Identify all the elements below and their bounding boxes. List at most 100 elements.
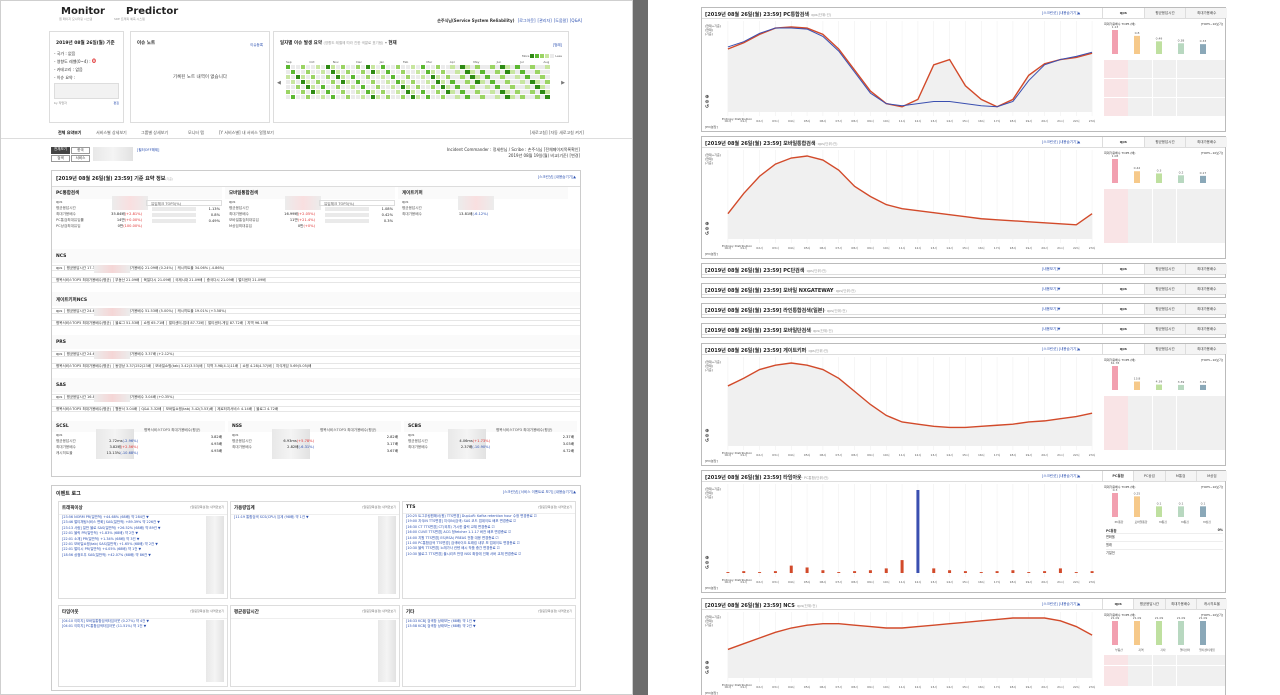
calendar-day[interactable]: [365, 74, 371, 80]
panel-toggle[interactable]: [스크린샷] [내용숨기기]▲: [1042, 11, 1081, 15]
calendar-day[interactable]: [510, 79, 515, 85]
calendar-day[interactable]: [445, 65, 450, 70]
calendar-day[interactable]: [430, 94, 435, 100]
calendar-day[interactable]: [345, 65, 351, 70]
calendar-day[interactable]: [440, 69, 445, 75]
calendar-day[interactable]: [545, 74, 550, 80]
calendar-day[interactable]: [315, 84, 321, 90]
calendar-next-icon[interactable]: ▶: [561, 80, 565, 86]
issue-register-link[interactable]: 이슈등록: [250, 43, 263, 47]
calendar-day[interactable]: [410, 84, 415, 90]
zoom-out-icon[interactable]: ⊖: [705, 99, 710, 105]
calendar-day[interactable]: [540, 79, 545, 85]
calendar-day[interactable]: [305, 94, 311, 100]
calendar-day[interactable]: [485, 65, 490, 70]
calendar-day[interactable]: [510, 84, 515, 90]
calendar-day[interactable]: [290, 89, 296, 95]
event-line[interactable]: [10:30 블로그 TTS변경] 블시리즈 반영 NSS 확장에 인해 서버 …: [406, 551, 522, 556]
calendar-day[interactable]: [350, 89, 356, 95]
calendar-day[interactable]: [425, 65, 430, 70]
calendar-day[interactable]: [505, 74, 510, 80]
calendar-day[interactable]: [495, 84, 500, 90]
panel-title[interactable]: [2019년 08월 26일(월) 23:59] 라인통합검색(일본)· qps…: [705, 307, 847, 314]
calendar-day[interactable]: [430, 74, 435, 80]
calendar-day[interactable]: [510, 65, 515, 70]
calendar-day[interactable]: [420, 74, 425, 80]
calendar-day[interactable]: [535, 94, 540, 100]
calendar-day[interactable]: [530, 94, 535, 100]
calendar-day[interactable]: [385, 74, 391, 80]
calendar-day[interactable]: [370, 89, 376, 95]
calendar-day[interactable]: [500, 65, 505, 70]
calendar-day[interactable]: [305, 65, 311, 70]
calendar-day[interactable]: [525, 69, 530, 75]
event-filter-link[interactable]: [알림항목설정] 내역만보기: [190, 505, 224, 509]
calendar-day[interactable]: [490, 74, 495, 80]
calendar-day[interactable]: [320, 79, 326, 85]
calendar-day[interactable]: [290, 94, 296, 100]
qps-chart[interactable]: 00시 01시 02시 03시 04시 05시 06시 07시 08시 09시 10시 11시 12시 1…: [720, 484, 1100, 591]
top-more-link[interactable]: [TOP5~10보기]: [1200, 358, 1223, 362]
calendar-day[interactable]: [500, 69, 505, 75]
calendar-day[interactable]: [325, 89, 331, 95]
calendar-day[interactable]: [415, 94, 420, 100]
calendar-day[interactable]: [395, 89, 401, 95]
calendar-day[interactable]: [470, 79, 475, 85]
calendar-day[interactable]: [395, 94, 401, 100]
calendar-day[interactable]: [395, 84, 401, 90]
calendar-day[interactable]: [490, 89, 495, 95]
panel-tab[interactable]: qps: [1102, 599, 1134, 609]
calendar-day[interactable]: [370, 65, 376, 70]
group-title[interactable]: 모바일통합검색: [225, 187, 395, 199]
calendar-day[interactable]: [495, 69, 500, 75]
calendar-day[interactable]: [530, 65, 535, 70]
calendar-day[interactable]: [365, 89, 371, 95]
calendar-day[interactable]: [530, 74, 535, 80]
calendar-day[interactable]: [350, 69, 356, 75]
event-line[interactable]: [22:01 소재] PR(일반적) +1.34% (68배) 약 3건 ▼: [62, 536, 140, 541]
calendar-day[interactable]: [385, 94, 391, 100]
calendar-day[interactable]: [435, 79, 440, 85]
calendar-day[interactable]: [370, 94, 376, 100]
calendar-day[interactable]: [365, 94, 371, 100]
calendar-day[interactable]: [290, 65, 296, 70]
calendar-day[interactable]: [430, 79, 435, 85]
calendar-day[interactable]: [310, 84, 316, 90]
calendar-day[interactable]: [286, 74, 291, 80]
panel-tab[interactable]: PC통합: [1102, 471, 1134, 481]
calendar-day[interactable]: [455, 79, 460, 85]
calendar-day[interactable]: [305, 84, 311, 90]
calendar-day[interactable]: [415, 74, 420, 80]
calendar-day[interactable]: [420, 84, 425, 90]
calendar-day[interactable]: [295, 69, 301, 75]
calendar-day[interactable]: [405, 74, 411, 80]
calendar-day[interactable]: [535, 65, 540, 70]
calendar-day[interactable]: [340, 94, 346, 100]
group-title[interactable]: SAS: [52, 378, 580, 392]
event-line[interactable]: [11:00 PC통합검색 TTS변경] 검색바이오 트래킹 내부 보 업데이트…: [406, 541, 520, 546]
calendar-day[interactable]: [305, 89, 311, 95]
event-line[interactable]: [15:58 KCB] 검색창 상태보는 (68배) 약 2건 ▼: [406, 624, 476, 629]
calendar-day[interactable]: [405, 65, 411, 70]
calendar-day[interactable]: [390, 69, 396, 75]
calendar-day[interactable]: [395, 74, 401, 80]
calendar-day[interactable]: [395, 69, 401, 75]
calendar-day[interactable]: [290, 84, 296, 90]
calendar-day[interactable]: [450, 94, 455, 100]
calendar-day[interactable]: [435, 74, 440, 80]
calendar-day[interactable]: [365, 65, 371, 70]
tab-monitor-map[interactable]: 모니터 맵: [188, 130, 204, 135]
calendar-day[interactable]: [385, 89, 391, 95]
calendar-day[interactable]: [480, 79, 485, 85]
calendar-day[interactable]: [355, 89, 361, 95]
calendar-day[interactable]: [315, 69, 321, 75]
calendar-day[interactable]: [300, 89, 306, 95]
calendar-day[interactable]: [350, 94, 356, 100]
panel-tab[interactable]: 평균응답시간: [1143, 324, 1186, 334]
calendar-day[interactable]: [355, 65, 361, 70]
view-all-button[interactable]: 전체보기: [51, 147, 70, 154]
event-line[interactable]: [22:01 모바일쇼핑(tab) SAS(일반적) +1.65% (68배) …: [62, 542, 158, 547]
calendar-prev-icon[interactable]: ◀: [277, 80, 281, 86]
calendar-day[interactable]: [480, 74, 485, 80]
calendar-day[interactable]: [375, 69, 381, 75]
